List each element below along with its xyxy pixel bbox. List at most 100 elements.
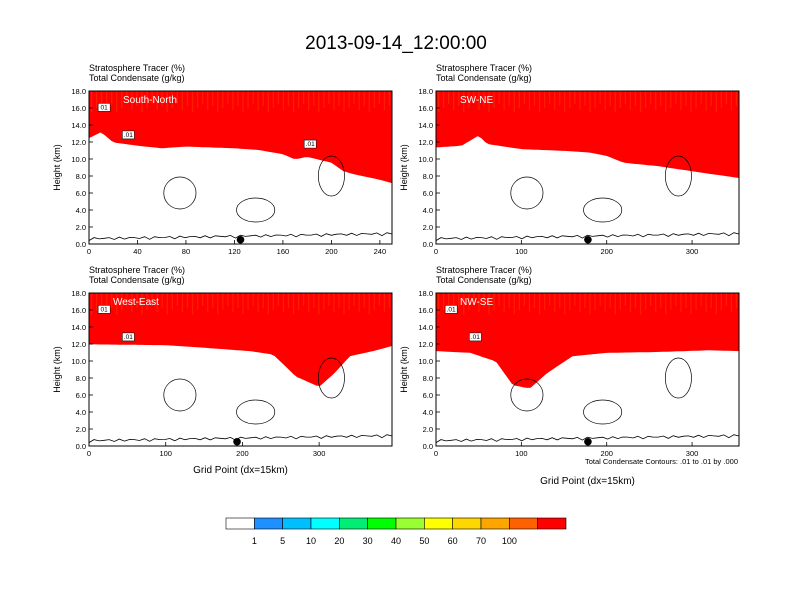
contour-label-box	[122, 130, 135, 140]
y-tick-label: 8.0	[76, 374, 86, 383]
condensate-contour	[510, 378, 544, 412]
condensate-contour	[583, 197, 623, 223]
y-tick-label: 10.0	[418, 155, 433, 164]
plot-frame	[435, 292, 740, 447]
colorbar-swatch	[254, 517, 283, 530]
contour-label: .01	[124, 132, 133, 139]
y-tick-label: 4.0	[423, 408, 433, 417]
panel-variable-1: Stratosphere Tracer (%)	[436, 265, 532, 275]
condensate-contour	[664, 357, 692, 399]
y-tick-label: 4.0	[76, 206, 86, 215]
figure-title: 2013-09-14_12:00:00	[305, 33, 487, 54]
contour-label-box	[122, 332, 135, 342]
panel-south-north: Stratosphere Tracer (%)Total Condensate …	[52, 63, 393, 256]
x-tick-label: 240	[374, 247, 387, 256]
y-tick-label: 0.0	[76, 240, 86, 249]
y-tick-label: 6.0	[423, 391, 433, 400]
contour-label: .01	[471, 334, 480, 341]
y-tick-label: 12.0	[418, 138, 433, 147]
panel-variable-2: Total Condensate (g/kg)	[89, 73, 185, 83]
y-tick-label: 0.0	[423, 240, 433, 249]
condensate-contour	[317, 357, 345, 399]
x-tick-label: 200	[600, 449, 613, 458]
plot-frame	[88, 292, 393, 447]
y-tick-label: 0.0	[76, 442, 86, 451]
y-tick-label: 2.0	[423, 223, 433, 232]
colorbar-swatch	[509, 517, 538, 530]
tracer-band	[436, 293, 739, 388]
panel-variable-1: Stratosphere Tracer (%)	[89, 265, 185, 275]
y-tick-label: 18.0	[418, 87, 433, 96]
colorbar-swatch	[452, 517, 482, 530]
contour-label: .01	[447, 306, 456, 313]
plot-frame	[88, 90, 393, 245]
y-tick-label: 12.0	[71, 340, 86, 349]
panel-label: NW-SE	[460, 297, 493, 308]
y-tick-label: 12.0	[418, 340, 433, 349]
colorbar-label: 5	[280, 536, 285, 546]
panel-variable-2: Total Condensate (g/kg)	[89, 275, 185, 285]
contour-label: 01	[101, 306, 109, 313]
x-tick-label: 300	[313, 449, 326, 458]
x-tick-label: 200	[325, 247, 338, 256]
colorbar-label: 20	[334, 536, 344, 546]
y-tick-label: 16.0	[71, 104, 86, 113]
colorbar-swatch	[537, 517, 567, 530]
condensate-contour	[317, 155, 345, 197]
tracer-band	[436, 91, 739, 178]
contour-label-box	[444, 305, 458, 314]
colorbar-label: 40	[391, 536, 401, 546]
colorbar-label: 70	[476, 536, 486, 546]
x-tick-label: 200	[600, 247, 613, 256]
condensate-contour	[236, 399, 276, 425]
x-tick-label: 80	[182, 247, 190, 256]
condensate-contour	[163, 176, 197, 210]
condensate-contour	[583, 399, 623, 425]
colorbar-swatch	[424, 517, 453, 530]
y-tick-label: 10.0	[418, 357, 433, 366]
x-tick-label: 40	[133, 247, 141, 256]
y-tick-label: 12.0	[71, 138, 86, 147]
y-tick-label: 2.0	[76, 425, 86, 434]
y-tick-label: 14.0	[71, 323, 86, 332]
colorbar-swatch	[225, 517, 255, 530]
colorbar-label: 60	[448, 536, 458, 546]
y-tick-label: 14.0	[71, 121, 86, 130]
condensate-contour	[163, 378, 197, 412]
panel-variable-1: Stratosphere Tracer (%)	[436, 63, 532, 73]
panel-variable-1: Stratosphere Tracer (%)	[89, 63, 185, 73]
y-tick-label: 10.0	[71, 357, 86, 366]
y-tick-label: 6.0	[76, 391, 86, 400]
panel-label: West-East	[113, 297, 159, 308]
y-axis-label: Height (km)	[399, 144, 409, 191]
colorbar-label: 30	[363, 536, 373, 546]
plot-frame	[435, 90, 740, 245]
y-tick-label: 16.0	[418, 306, 433, 315]
contour-label: 01	[101, 104, 109, 111]
contour-label: .01	[306, 141, 315, 148]
contour-label-box	[97, 305, 111, 314]
colorbar-swatch	[480, 517, 510, 530]
colorbar-label: 100	[502, 536, 517, 546]
y-axis-label: Height (km)	[399, 346, 409, 393]
y-tick-label: 18.0	[71, 289, 86, 298]
y-tick-label: 6.0	[76, 189, 86, 198]
y-axis-label: Height (km)	[52, 144, 62, 191]
y-tick-label: 2.0	[423, 425, 433, 434]
x-tick-label: 0	[434, 247, 438, 256]
y-tick-label: 8.0	[423, 172, 433, 181]
x-tick-label: 120	[228, 247, 241, 256]
x-tick-label: 300	[686, 449, 699, 458]
x-tick-label: 200	[236, 449, 249, 458]
colorbar-swatch	[339, 517, 368, 530]
panel-nw-se: Stratosphere Tracer (%) Total Condensate …	[399, 265, 740, 487]
panel-sw-ne: Stratosphere Tracer (%)Total Condensate …	[399, 63, 740, 256]
x-tick-label: 100	[515, 247, 528, 256]
x-tick-label: 0	[87, 449, 91, 458]
x-tick-label: 100	[515, 449, 528, 458]
y-tick-label: 4.0	[423, 206, 433, 215]
tracer-band	[89, 293, 392, 386]
panel-footnote: Total Condensate Contours: .01 to .01 by…	[585, 457, 738, 466]
y-tick-label: 10.0	[71, 155, 86, 164]
location-marker	[584, 235, 592, 244]
